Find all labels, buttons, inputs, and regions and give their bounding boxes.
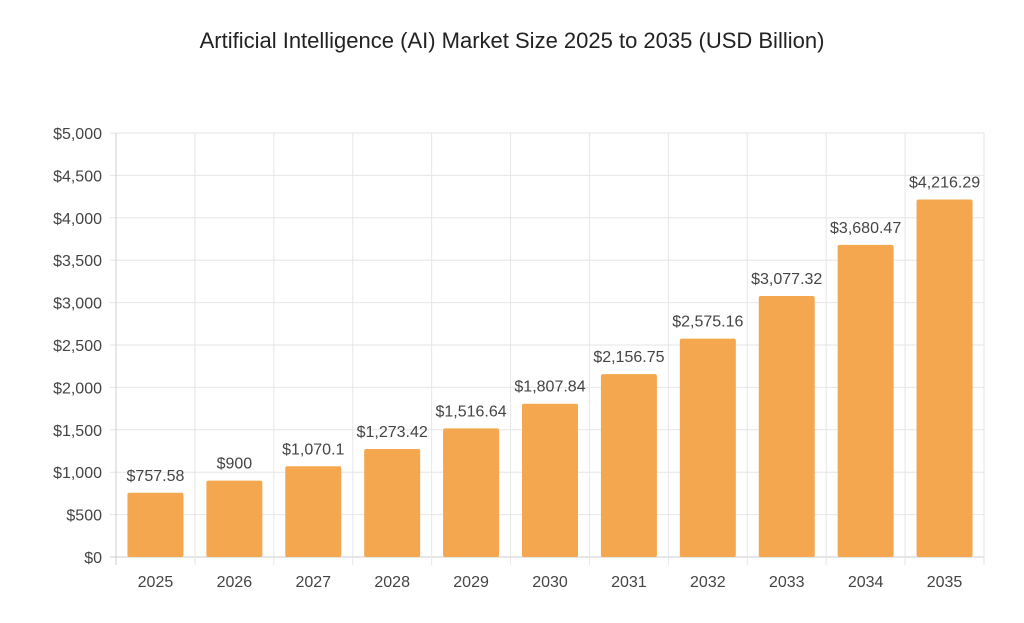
x-tick-label: 2034 <box>848 574 884 591</box>
x-tick-label: 2025 <box>138 574 174 591</box>
data-label-2032: $2,575.16 <box>672 314 743 331</box>
data-label-2035: $4,216.29 <box>909 174 980 191</box>
data-label-2031: $2,156.75 <box>593 349 664 366</box>
chart-title: Artificial Intelligence (AI) Market Size… <box>199 28 825 53</box>
x-tick-label: 2026 <box>217 574 253 591</box>
bar-2027 <box>285 466 342 557</box>
x-tick-label: 2029 <box>453 574 489 591</box>
bar-2034 <box>837 244 894 557</box>
x-tick-label: 2031 <box>611 574 647 591</box>
y-axis-ticks: $0 $500 $1,000 $1,500 $2,000 $2,500 $3,000 $3,5… <box>53 126 102 567</box>
y-tick-label: $2,500 <box>53 338 102 355</box>
bar-2035 <box>916 199 973 557</box>
data-label-2034: $3,680.47 <box>830 220 901 237</box>
y-tick-label: $5,000 <box>53 126 102 143</box>
bar-2030 <box>522 403 578 557</box>
bars <box>127 199 973 557</box>
bar-2028 <box>364 449 421 557</box>
y-tick-label: $3,000 <box>53 296 102 313</box>
x-tick-label: 2027 <box>295 574 331 591</box>
bar-2033 <box>758 296 815 557</box>
data-label-2033: $3,077.32 <box>751 271 822 288</box>
x-tick-label: 2032 <box>690 574 726 591</box>
bar-2025 <box>127 492 184 557</box>
bar-2029 <box>443 428 500 557</box>
y-tick-label: $3,500 <box>53 253 102 270</box>
data-labels: $757.58 $900 $1,070.1 $1,273.42 $1,516.64 $1,… <box>127 174 981 484</box>
x-tick-label: 2035 <box>927 574 963 591</box>
bar-2026 <box>206 480 263 557</box>
data-label-2029: $1,516.64 <box>435 403 506 420</box>
bar-2032 <box>679 338 736 557</box>
x-axis-ticks: 2025 2026 2027 2028 2029 2030 2031 2032 2033 2034… <box>138 574 963 591</box>
y-tick-label: $1,500 <box>53 423 102 440</box>
y-tick-label: $4,000 <box>53 211 102 228</box>
y-tick-label: $4,500 <box>53 168 102 185</box>
x-tick-label: 2030 <box>532 574 568 591</box>
data-label-2030: $1,807.84 <box>514 379 585 396</box>
x-tick-label: 2028 <box>374 574 410 591</box>
data-label-2026: $900 <box>217 456 253 473</box>
y-tick-label: $2,000 <box>53 380 102 397</box>
data-label-2028: $1,273.42 <box>357 424 428 441</box>
y-tick-label: $1,000 <box>53 465 102 482</box>
y-tick-label: $0 <box>84 550 102 567</box>
data-label-2025: $757.58 <box>127 468 185 485</box>
x-tick-label: 2033 <box>769 574 805 591</box>
y-tick-label: $500 <box>66 508 102 525</box>
grid-lines <box>110 132 985 565</box>
data-label-2027: $1,070.1 <box>282 441 344 458</box>
bar-2031 <box>600 374 657 557</box>
